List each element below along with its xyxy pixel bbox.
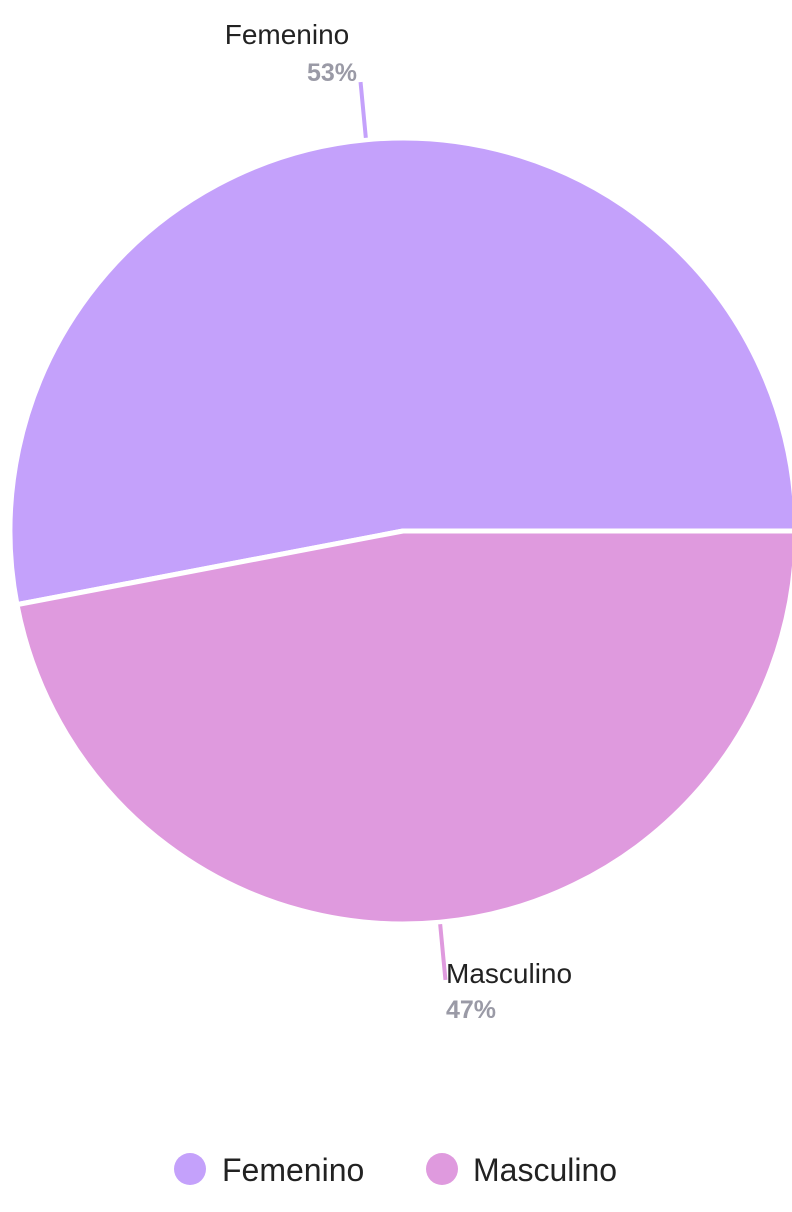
pie-slice-masculino[interactable] [14,528,792,927]
pie-slice-femenino[interactable] [7,135,792,608]
leader-lines [358,81,448,981]
legend: Femenino Masculino [174,1152,617,1188]
slice-label-masculino: Masculino [446,958,572,989]
leader-line-femenino [358,81,368,138]
slice-label-femenino: Femenino [225,19,350,50]
slice-value-femenino: 53% [307,59,357,87]
legend-label-masculino[interactable]: Masculino [473,1152,617,1188]
pie-slices [7,135,792,927]
legend-swatch-masculino[interactable] [426,1153,458,1185]
legend-swatch-femenino[interactable] [174,1153,206,1185]
legend-label-femenino[interactable]: Femenino [222,1152,364,1188]
leader-line-masculino [438,924,448,981]
slice-value-masculino: 47% [446,996,496,1024]
